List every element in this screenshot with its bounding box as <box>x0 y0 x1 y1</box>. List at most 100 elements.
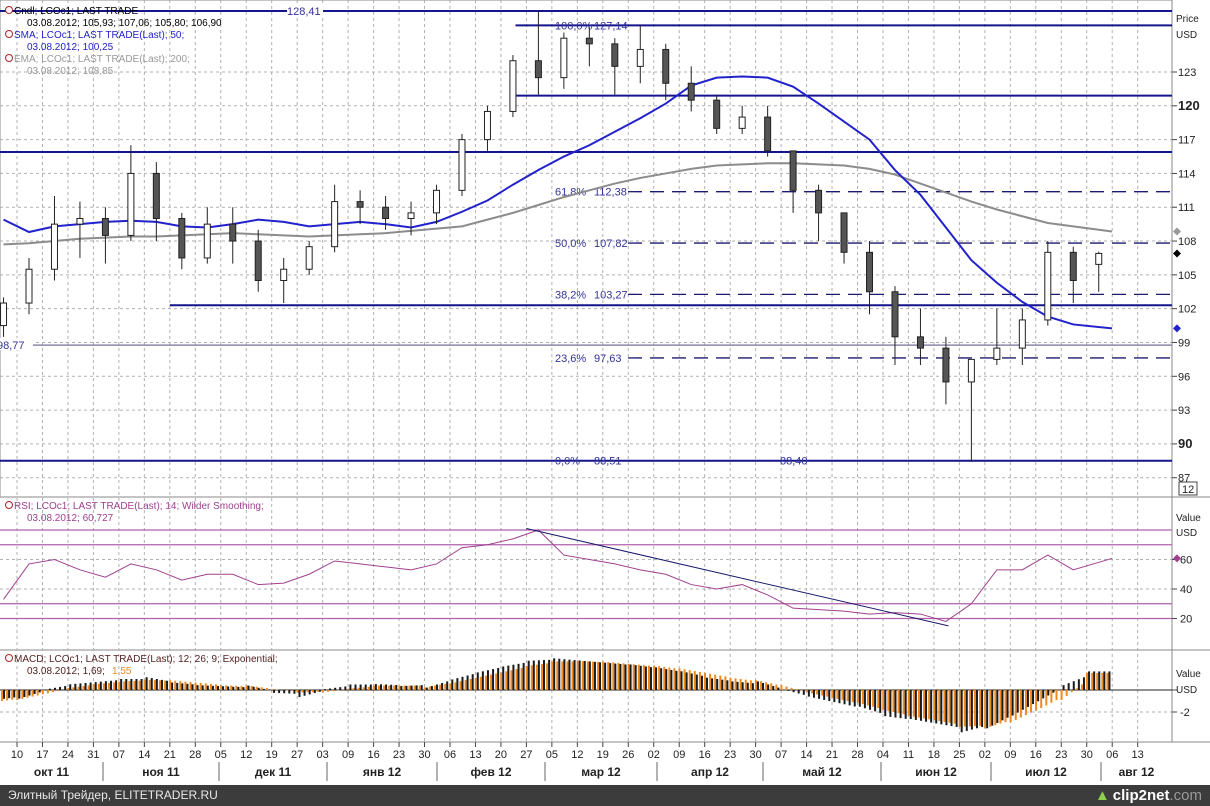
signal-bar <box>77 686 80 690</box>
macd-bar <box>1006 690 1009 718</box>
date-tick-label: 09 <box>1004 749 1016 761</box>
signal-bar <box>897 690 900 714</box>
date-tick-label: 16 <box>699 749 711 761</box>
macd-bar <box>935 690 938 724</box>
macd-bar <box>476 672 479 690</box>
signal-bar <box>1035 690 1038 711</box>
signal-bar <box>872 690 875 707</box>
upload-arrow-icon: ▲ <box>1094 787 1110 804</box>
signal-bar <box>138 680 141 690</box>
signal-bar <box>439 684 442 690</box>
macd-bar <box>288 690 291 694</box>
signal-bar <box>551 661 554 690</box>
month-label: апр 12 <box>691 765 729 779</box>
macd-bar <box>986 690 989 729</box>
signal-bar <box>1014 690 1017 720</box>
candle <box>280 257 288 304</box>
signal-bar <box>688 670 691 690</box>
legend-title: EMA; LCOc1; LAST TRADE(Last); 200; <box>14 54 190 65</box>
macd-bar <box>59 686 62 690</box>
signal-bar <box>372 685 375 690</box>
price-tick-label: 114 <box>1178 168 1196 180</box>
signal-bar <box>658 666 661 690</box>
signal-bar <box>500 672 503 690</box>
macd-bar <box>695 674 698 690</box>
signal-bar <box>250 686 253 690</box>
macd-bar <box>227 686 230 690</box>
macd-bar <box>649 667 652 690</box>
macd-bar <box>802 690 805 695</box>
ema-200-line <box>3 162 1113 246</box>
signal-bar <box>31 690 34 697</box>
signal-bar <box>749 680 752 690</box>
macd-bar <box>772 686 775 690</box>
signal-bar <box>245 685 248 690</box>
macd-bar <box>665 669 668 690</box>
signal-bar <box>515 669 518 690</box>
macd-bar <box>359 684 362 690</box>
signal-bar <box>586 661 589 690</box>
macd-bar <box>298 690 301 698</box>
macd-bar <box>1093 671 1096 690</box>
signal-bar <box>744 679 747 690</box>
macd-bar <box>1082 677 1085 690</box>
macd-bar <box>13 690 16 698</box>
signal-bar <box>97 683 100 690</box>
signal-bar <box>535 664 538 690</box>
level-label-bg <box>0 338 33 351</box>
signal-bar <box>423 687 426 690</box>
macd-bar <box>120 679 123 690</box>
candle <box>127 145 135 242</box>
candle <box>25 257 33 315</box>
signal-bar <box>1060 690 1063 700</box>
candle-body <box>407 212 415 220</box>
fibonacci-pct-label: 50,0% <box>555 238 586 250</box>
macd-bar <box>191 684 194 690</box>
signal-bar <box>316 690 319 692</box>
macd-bar <box>486 670 489 690</box>
signal-bar <box>943 690 946 722</box>
macd-bar <box>150 678 153 690</box>
level-label-bg <box>287 4 323 17</box>
macd-bar <box>216 686 219 690</box>
signal-bar <box>393 685 396 690</box>
candle-body <box>433 189 441 214</box>
signal-bar <box>765 682 768 690</box>
signal-bar <box>923 690 926 719</box>
signal-bar <box>72 687 75 690</box>
signal-bar <box>230 685 233 690</box>
macd-bar <box>400 686 403 690</box>
signal-bar <box>1086 672 1089 690</box>
macd-bar <box>344 686 347 690</box>
clip2net-logo[interactable]: ▲ clip2net.com <box>1095 785 1202 806</box>
signal-bar <box>561 661 564 690</box>
signal-bar <box>118 681 121 690</box>
macd-bar <box>1011 690 1014 716</box>
macd-bar <box>726 680 729 690</box>
signal-bar <box>902 690 905 715</box>
signal-bar <box>816 690 819 695</box>
fibonacci-value-label: 103,27 <box>594 289 628 301</box>
signal-bar <box>128 681 131 690</box>
signal-bar <box>169 680 172 690</box>
macd-bar <box>945 690 948 726</box>
macd-bar <box>273 690 275 693</box>
macd-bar <box>925 690 928 722</box>
indicator-settings-icon <box>5 6 13 14</box>
date-tick-label: 13 <box>1132 749 1144 761</box>
logo-text: clip2net <box>1112 787 1170 804</box>
level-label: 88,40 <box>780 456 808 468</box>
date-tick-label: 12 <box>571 749 583 761</box>
macd-bar <box>252 686 255 690</box>
signal-bar <box>143 679 146 690</box>
macd-bar <box>492 669 495 690</box>
macd-bar <box>767 684 770 690</box>
signal-bar <box>26 690 29 698</box>
candle <box>585 26 593 67</box>
candle-body <box>25 268 33 304</box>
macd-bar <box>863 690 866 709</box>
price-tick-label: 90 <box>1178 436 1192 451</box>
macd-bar <box>145 677 148 690</box>
macd-bar <box>838 690 841 704</box>
signal-bar <box>607 662 610 690</box>
